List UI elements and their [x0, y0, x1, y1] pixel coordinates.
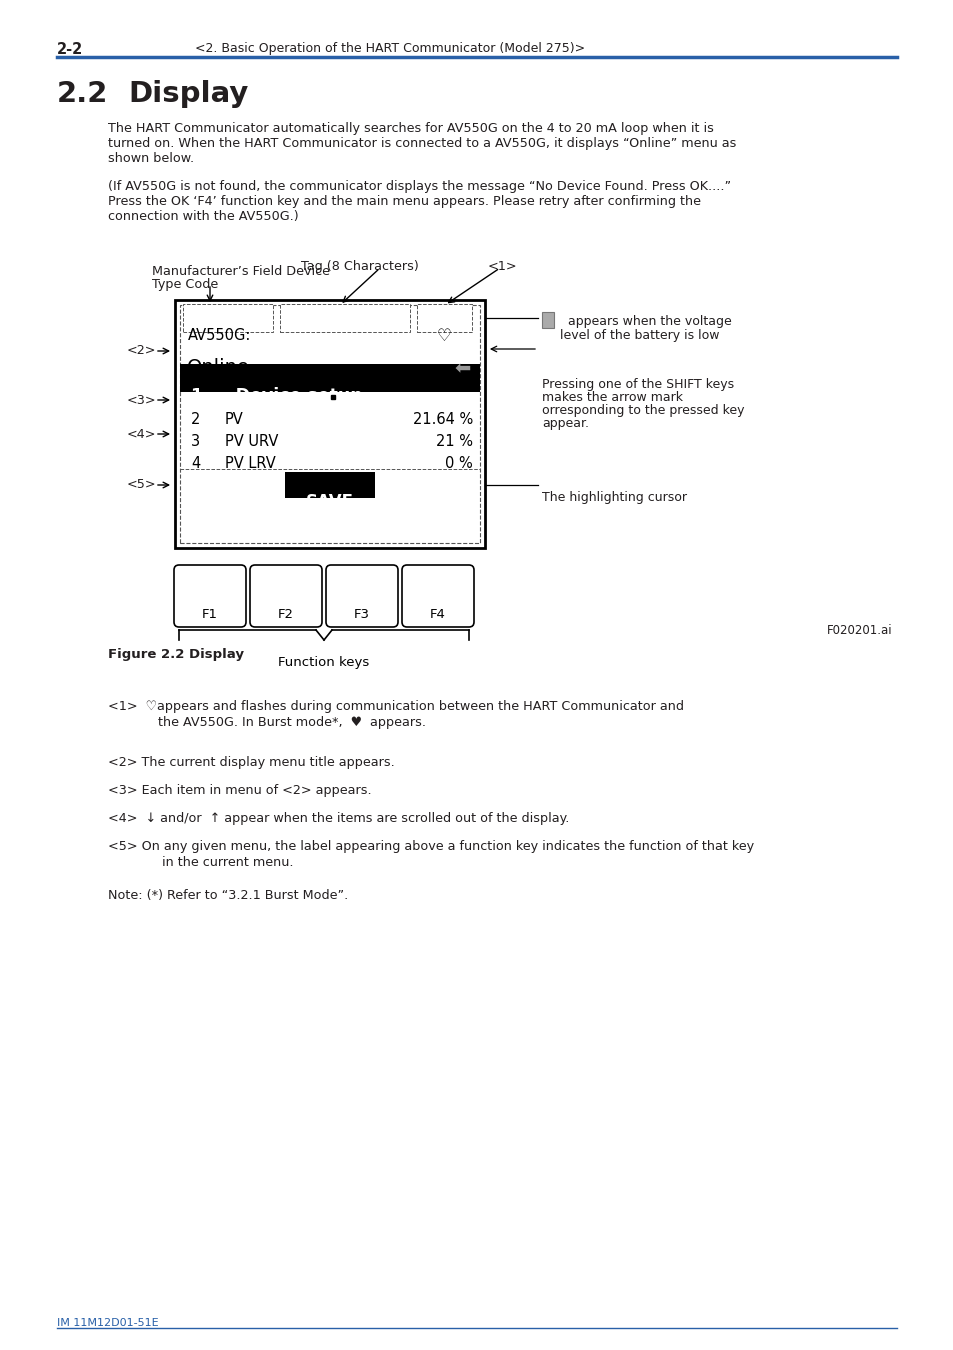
Bar: [180, 364, 479, 391]
Text: <1>  ♡appears and flashes during communication between the HART Communicator and: <1> ♡appears and flashes during communic…: [108, 701, 683, 713]
Text: F1: F1: [202, 608, 218, 621]
Text: 1 →  Device setup: 1 → Device setup: [191, 387, 362, 405]
Bar: [174, 300, 484, 548]
Text: the AV550G. In Burst mode*,  ♥  appears.: the AV550G. In Burst mode*, ♥ appears.: [138, 716, 426, 729]
Text: F2: F2: [277, 608, 294, 621]
Text: 2-2: 2-2: [57, 42, 83, 57]
FancyBboxPatch shape: [173, 566, 246, 626]
Text: 21.64 %: 21.64 %: [413, 412, 473, 427]
Text: F4: F4: [430, 608, 445, 621]
Text: appears when the voltage: appears when the voltage: [559, 315, 731, 328]
Text: <2>: <2>: [127, 344, 156, 358]
FancyBboxPatch shape: [326, 566, 397, 626]
Text: (If AV550G is not found, the communicator displays the message “No Device Found.: (If AV550G is not found, the communicato…: [108, 180, 730, 193]
Text: in the current menu.: in the current menu.: [138, 856, 294, 869]
Text: Press the OK ‘F4’ function key and the main menu appears. Please retry after con: Press the OK ‘F4’ function key and the m…: [108, 194, 700, 208]
Bar: [280, 304, 410, 332]
Text: level of the battery is low: level of the battery is low: [559, 329, 719, 342]
FancyBboxPatch shape: [401, 566, 474, 626]
Text: Function keys: Function keys: [278, 656, 369, 670]
Text: ⬅: ⬅: [455, 359, 471, 378]
Text: orresponding to the pressed key: orresponding to the pressed key: [541, 404, 743, 417]
Text: <3>: <3>: [127, 393, 156, 406]
Text: <3> Each item in menu of <2> appears.: <3> Each item in menu of <2> appears.: [108, 784, 372, 796]
Bar: [180, 305, 479, 543]
Text: Pressing one of the SHIFT keys: Pressing one of the SHIFT keys: [541, 378, 734, 392]
Bar: [285, 472, 375, 498]
Text: AV550G:: AV550G:: [188, 328, 251, 343]
Text: Tag (8 Characters): Tag (8 Characters): [301, 261, 418, 273]
Bar: [183, 304, 273, 332]
Text: F020201.ai: F020201.ai: [826, 624, 892, 637]
Text: makes the arrow mark: makes the arrow mark: [541, 392, 682, 404]
Text: appear.: appear.: [541, 417, 588, 431]
Text: 4: 4: [191, 456, 200, 471]
Text: SAVE: SAVE: [306, 493, 354, 512]
Text: IM 11M12D01-51E: IM 11M12D01-51E: [57, 1318, 158, 1328]
Text: 2: 2: [191, 412, 200, 427]
Text: 2.2: 2.2: [57, 80, 109, 108]
Bar: [416, 304, 472, 332]
Text: 3: 3: [191, 433, 200, 450]
Text: PV URV: PV URV: [225, 433, 278, 450]
Text: shown below.: shown below.: [108, 153, 193, 165]
Text: Online: Online: [187, 358, 250, 377]
Text: Note: (*) Refer to “3.2.1 Burst Mode”.: Note: (*) Refer to “3.2.1 Burst Mode”.: [108, 890, 348, 902]
Text: 21 %: 21 %: [436, 433, 473, 450]
Text: 0 %: 0 %: [445, 456, 473, 471]
Text: <2. Basic Operation of the HART Communicator (Model 275)>: <2. Basic Operation of the HART Communic…: [194, 42, 584, 55]
Text: <1>: <1>: [488, 261, 517, 273]
Text: The HART Communicator automatically searches for AV550G on the 4 to 20 mA loop w: The HART Communicator automatically sear…: [108, 122, 713, 135]
Text: Type Code: Type Code: [152, 278, 218, 292]
Text: connection with the AV550G.): connection with the AV550G.): [108, 211, 298, 223]
Text: turned on. When the HART Communicator is connected to a AV550G, it displays “Onl: turned on. When the HART Communicator is…: [108, 136, 736, 150]
Bar: [541, 312, 554, 328]
Text: <4>: <4>: [127, 428, 156, 440]
Text: PV LRV: PV LRV: [225, 456, 275, 471]
Text: Figure 2.2 Display: Figure 2.2 Display: [108, 648, 244, 662]
Text: The highlighting cursor: The highlighting cursor: [541, 491, 686, 504]
Text: <5>: <5>: [127, 478, 156, 491]
Text: <2> The current display menu title appears.: <2> The current display menu title appea…: [108, 756, 395, 770]
Text: F3: F3: [354, 608, 370, 621]
FancyBboxPatch shape: [250, 566, 322, 626]
Text: ♡: ♡: [436, 327, 451, 346]
Text: <5> On any given menu, the label appearing above a function key indicates the fu: <5> On any given menu, the label appeari…: [108, 840, 753, 853]
Text: <4>  ↓ and/or  ↑ appear when the items are scrolled out of the display.: <4> ↓ and/or ↑ appear when the items are…: [108, 811, 569, 825]
Text: PV: PV: [225, 412, 244, 427]
Text: Manufacturer’s Field Device: Manufacturer’s Field Device: [152, 265, 330, 278]
Text: Display: Display: [128, 80, 248, 108]
